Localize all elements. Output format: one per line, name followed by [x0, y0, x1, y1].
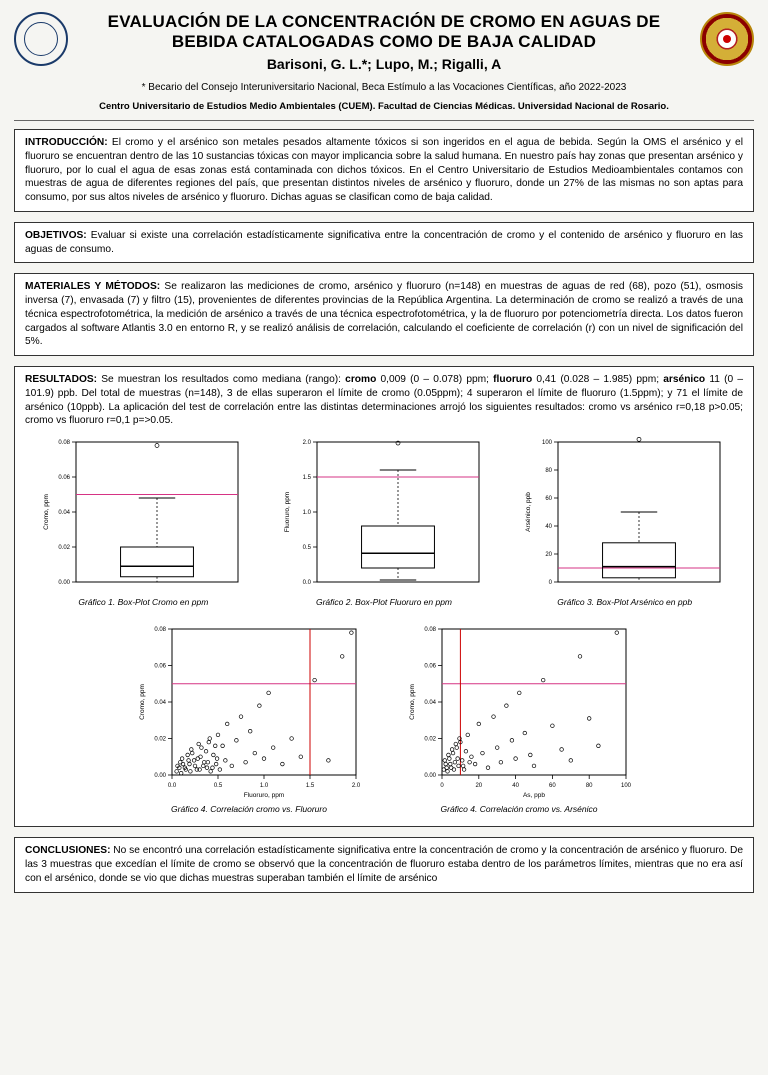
- caption-box2: Gráfico 2. Box-Plot Fluoruro en ppm: [279, 597, 489, 607]
- section-conclusiones: CONCLUSIONES: No se encontró una correla…: [14, 837, 754, 892]
- svg-text:0.08: 0.08: [424, 627, 436, 633]
- svg-text:0.08: 0.08: [59, 440, 71, 446]
- materiales-label: MATERIALES Y MÉTODOS:: [25, 281, 160, 292]
- section-resultados: RESULTADOS: Se muestran los resultados c…: [14, 366, 754, 827]
- svg-text:Cromo, ppm: Cromo, ppm: [409, 684, 416, 720]
- svg-text:20: 20: [475, 783, 482, 789]
- svg-text:100: 100: [621, 783, 632, 789]
- scatter-row: 0.00 0.02 0.04 0.06 0.08 0.0 0.5 1.0 1.5 2.0 Cromo…: [25, 621, 743, 814]
- svg-text:0.06: 0.06: [424, 664, 436, 670]
- chart-box-arsenico: 0 20 40 60 80 100 Arsénico, ppb Gráfico 3. Box…: [520, 434, 730, 607]
- section-objetivos: OBJETIVOS: Evaluar si existe una correla…: [14, 222, 754, 264]
- svg-text:1.5: 1.5: [303, 475, 312, 481]
- svg-text:60: 60: [545, 496, 552, 502]
- caption-box3: Gráfico 3. Box-Plot Arsénico en ppb: [520, 597, 730, 607]
- svg-text:0: 0: [548, 580, 552, 586]
- objetivos-label: OBJETIVOS:: [25, 230, 87, 241]
- chart-scatter-arsenico: 0.00 0.02 0.04 0.06 0.08 0 20 40 60 80 100 Cromo, p…: [404, 621, 634, 814]
- caption-box1: Gráfico 1. Box-Plot Cromo en ppm: [38, 597, 248, 607]
- svg-text:0.5: 0.5: [303, 545, 312, 551]
- chart-box-cromo: 0.00 0.02 0.04 0.06 0.08 Cromo, ppm Gráfico 1…: [38, 434, 248, 607]
- chart-box-fluoruro: 0.0 0.5 1.0 1.5 2.0 Fluoruro, ppm Gráfico 2. …: [279, 434, 489, 607]
- section-introduccion: INTRODUCCIÓN: El cromo y el arsénico son…: [14, 129, 754, 212]
- introduccion-body: El cromo y el arsénico son metales pesad…: [25, 137, 743, 203]
- svg-text:80: 80: [545, 468, 552, 474]
- caption-sc1: Gráfico 4. Correlación cromo vs. Fluorur…: [134, 804, 364, 814]
- university-seal-right: [700, 12, 754, 66]
- svg-text:0.04: 0.04: [59, 510, 71, 516]
- boxplot-row: 0.000.020.040.060.08Cromo, ppm Gráfico 1…: [25, 434, 743, 607]
- svg-text:0.06: 0.06: [59, 475, 71, 481]
- svg-text:60: 60: [549, 783, 556, 789]
- svg-text:Arsénico, ppb: Arsénico, ppb: [525, 492, 532, 532]
- svg-text:0.08: 0.08: [154, 627, 166, 633]
- chart-scatter-fluoruro: 0.00 0.02 0.04 0.06 0.08 0.0 0.5 1.0 1.5 2.0 Cromo…: [134, 621, 364, 814]
- poster-title: EVALUACIÓN DE LA CONCENTRACIÓN DE CROMO …: [14, 12, 754, 52]
- section-materiales: MATERIALES Y MÉTODOS: Se realizaron las …: [14, 273, 754, 356]
- conclusiones-body: No se encontró una correlación estadísti…: [25, 845, 743, 884]
- svg-text:0.02: 0.02: [154, 737, 166, 743]
- authors: Barisoni, G. L.*; Lupo, M.; Rigalli, A: [14, 56, 754, 72]
- affiliation-note: * Becario del Consejo Interuniversitario…: [14, 82, 754, 93]
- svg-text:100: 100: [542, 440, 553, 446]
- svg-text:40: 40: [545, 524, 552, 530]
- svg-text:1.5: 1.5: [306, 783, 315, 789]
- svg-text:0.02: 0.02: [424, 737, 436, 743]
- institution: Centro Universitario de Estudios Medio A…: [14, 101, 754, 112]
- resultados-label: RESULTADOS:: [25, 374, 97, 385]
- svg-text:Fluoruro, ppm: Fluoruro, ppm: [244, 792, 284, 799]
- svg-text:Fluoruro, ppm: Fluoruro, ppm: [284, 492, 291, 532]
- poster-header: EVALUACIÓN DE LA CONCENTRACIÓN DE CROMO …: [14, 12, 754, 112]
- introduccion-label: INTRODUCCIÓN:: [25, 137, 108, 148]
- svg-text:0.5: 0.5: [214, 783, 223, 789]
- svg-text:2.0: 2.0: [352, 783, 361, 789]
- svg-text:0.0: 0.0: [168, 783, 177, 789]
- svg-text:1.0: 1.0: [260, 783, 269, 789]
- svg-text:0.00: 0.00: [154, 773, 166, 779]
- university-seal-left: [14, 12, 68, 66]
- svg-text:0: 0: [440, 783, 444, 789]
- svg-text:Cromo, ppm: Cromo, ppm: [43, 494, 50, 530]
- svg-text:0.04: 0.04: [154, 700, 166, 706]
- objetivos-body: Evaluar si existe una correlación estadí…: [25, 230, 743, 255]
- svg-text:0.0: 0.0: [303, 580, 312, 586]
- svg-text:40: 40: [512, 783, 519, 789]
- svg-text:As, ppb: As, ppb: [523, 792, 545, 799]
- conclusiones-label: CONCLUSIONES:: [25, 845, 110, 856]
- svg-text:0.06: 0.06: [154, 664, 166, 670]
- caption-sc2: Gráfico 4. Correlación cromo vs. Arsénic…: [404, 804, 634, 814]
- svg-text:80: 80: [586, 783, 593, 789]
- svg-text:20: 20: [545, 552, 552, 558]
- svg-text:0.00: 0.00: [59, 580, 71, 586]
- svg-text:2.0: 2.0: [303, 440, 312, 446]
- svg-text:Cromo, ppm: Cromo, ppm: [139, 684, 146, 720]
- separator: [14, 120, 754, 121]
- svg-text:0.00: 0.00: [424, 773, 436, 779]
- svg-text:0.02: 0.02: [59, 545, 71, 551]
- svg-text:0.04: 0.04: [424, 700, 436, 706]
- svg-text:1.0: 1.0: [303, 510, 312, 516]
